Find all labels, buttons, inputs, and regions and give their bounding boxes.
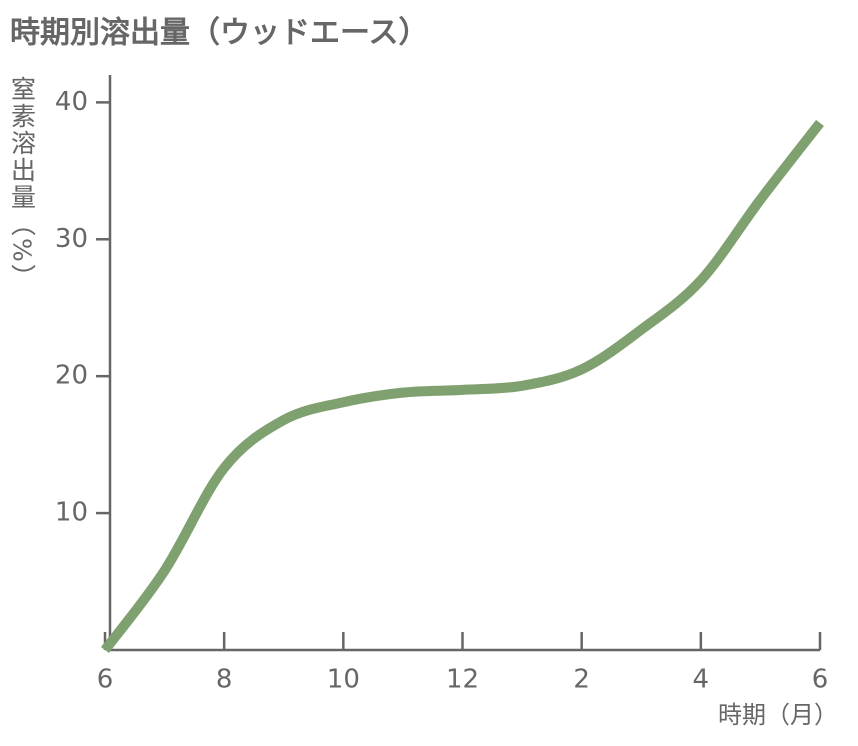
data-line <box>101 119 824 654</box>
x-tick-label: 4 <box>693 665 710 695</box>
x-tick-label: 2 <box>573 665 590 695</box>
y-tick-label: 30 <box>55 224 88 254</box>
x-tick-label: 6 <box>97 665 114 695</box>
x-axis-label: 時期（月） <box>718 701 838 729</box>
x-tick-label: 6 <box>812 665 829 695</box>
x-tick-label: 10 <box>327 665 360 695</box>
y-axis-label: 窒素溶出量（%） <box>8 76 37 291</box>
y-tick-label: 20 <box>55 361 88 391</box>
y-tick-label: 10 <box>55 498 88 528</box>
x-tick-label: 12 <box>446 665 479 695</box>
y-tick-label: 40 <box>55 87 88 117</box>
x-tick-label: 8 <box>216 665 233 695</box>
chart-title: 時期別溶出量（ウッドエース） <box>10 16 429 51</box>
